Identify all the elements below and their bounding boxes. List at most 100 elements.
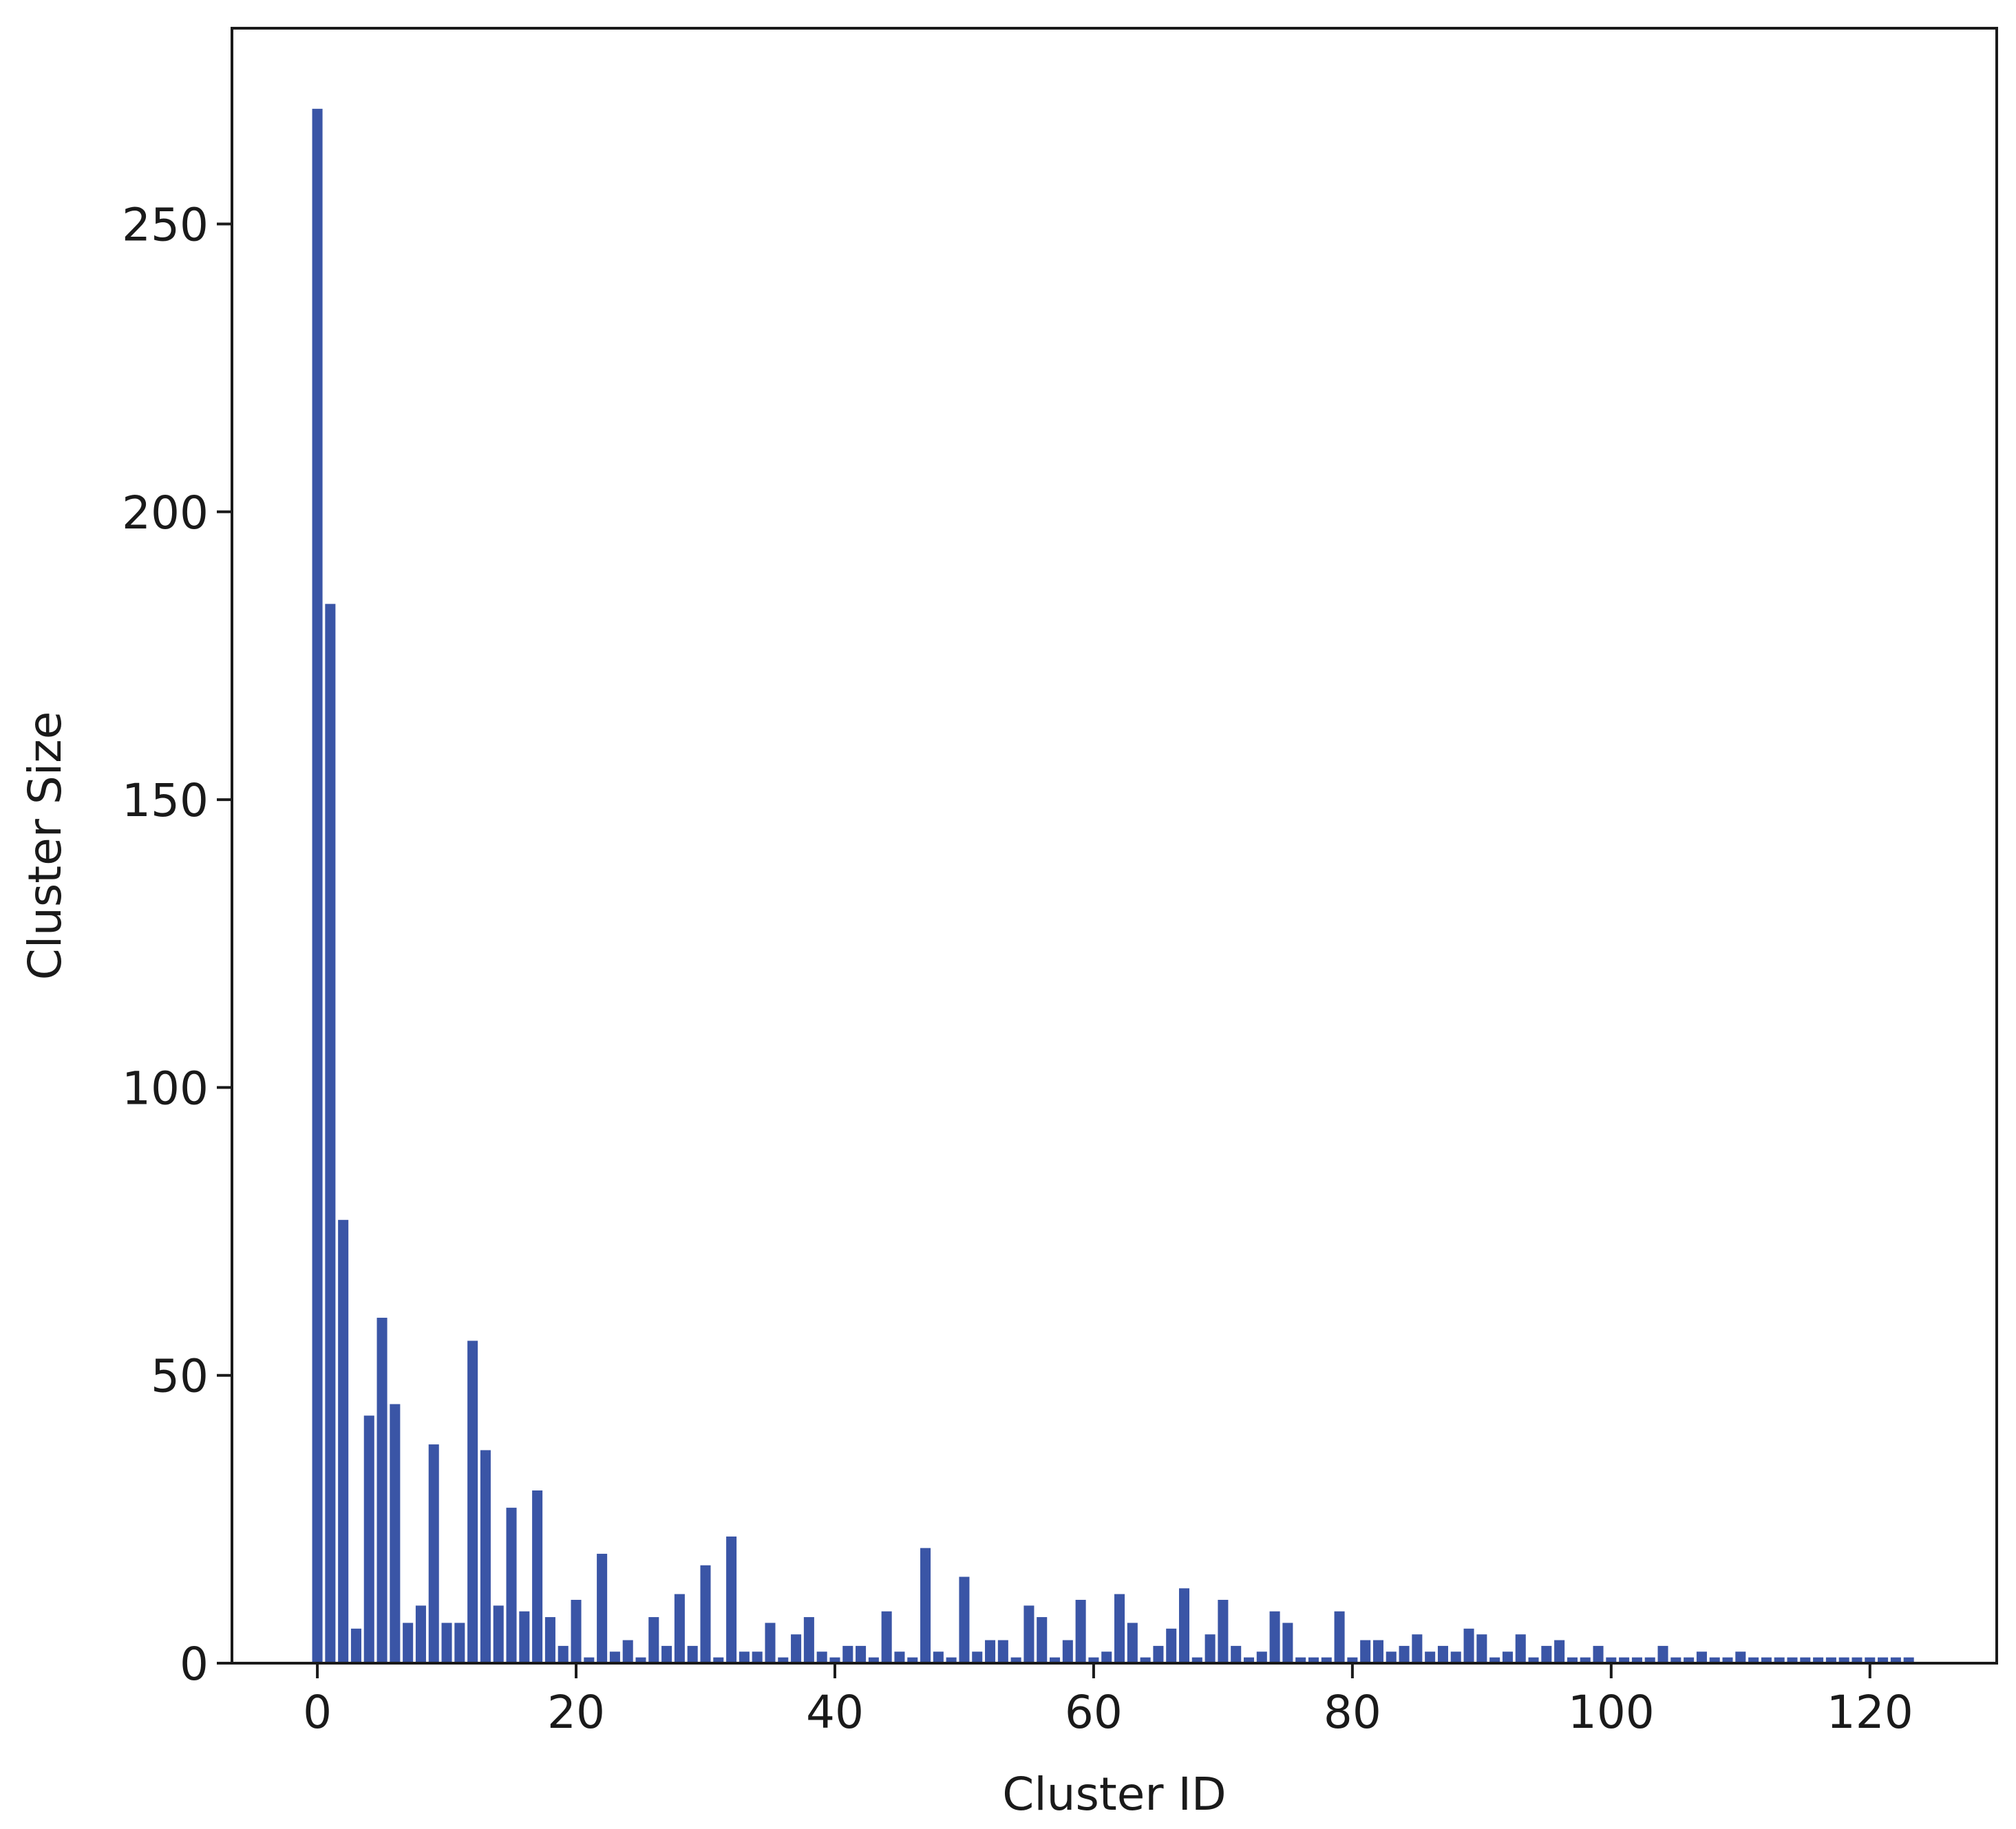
bar	[648, 1617, 659, 1663]
y-tick-label: 0	[180, 1638, 209, 1691]
bar	[390, 1404, 401, 1663]
bar	[856, 1645, 867, 1663]
bar	[1205, 1634, 1216, 1663]
bar	[1541, 1645, 1552, 1663]
bar	[1191, 1657, 1202, 1663]
bar	[868, 1657, 879, 1663]
bar	[700, 1565, 711, 1663]
bar	[532, 1490, 543, 1663]
bar	[713, 1657, 724, 1663]
bar	[1696, 1651, 1707, 1663]
bar	[493, 1605, 504, 1663]
bar	[1554, 1640, 1565, 1663]
x-tick-label: 60	[1065, 1686, 1123, 1739]
bar	[1489, 1657, 1500, 1663]
bar	[1412, 1634, 1423, 1663]
bar	[325, 603, 336, 1664]
bar	[1722, 1657, 1733, 1663]
bar	[312, 109, 323, 1664]
bar	[1010, 1657, 1021, 1663]
bar	[972, 1651, 983, 1663]
bar	[415, 1605, 426, 1663]
bar	[519, 1611, 530, 1663]
bar	[1425, 1651, 1436, 1663]
bar	[907, 1657, 918, 1663]
bar	[1761, 1657, 1772, 1663]
bar	[1450, 1651, 1461, 1663]
bar	[571, 1599, 582, 1663]
bar	[1709, 1657, 1720, 1663]
x-tick-label: 0	[303, 1686, 332, 1739]
bar	[1023, 1605, 1034, 1663]
bar	[635, 1657, 646, 1663]
y-tick-label: 50	[151, 1350, 209, 1403]
bar	[558, 1645, 569, 1663]
bar	[1218, 1599, 1229, 1663]
bar	[454, 1623, 465, 1663]
x-tick-label: 120	[1827, 1686, 1913, 1739]
bar	[622, 1640, 633, 1663]
bar	[1631, 1657, 1642, 1663]
bar	[946, 1657, 957, 1663]
bar	[997, 1640, 1008, 1663]
bar	[816, 1651, 827, 1663]
bar	[1476, 1634, 1487, 1663]
bar	[829, 1657, 840, 1663]
bar	[1334, 1611, 1345, 1663]
bar	[1865, 1657, 1876, 1663]
bar	[597, 1554, 608, 1663]
bar	[1101, 1651, 1112, 1663]
x-axis-label: Cluster ID	[1002, 1768, 1227, 1821]
bar	[842, 1645, 853, 1663]
bar	[1684, 1657, 1695, 1663]
bar	[1347, 1657, 1358, 1663]
bar	[338, 1219, 349, 1663]
bar	[1593, 1645, 1604, 1663]
y-tick-label: 200	[122, 486, 209, 539]
x-tick-label: 20	[547, 1686, 605, 1739]
bar	[1851, 1657, 1863, 1663]
bar	[1308, 1657, 1319, 1663]
bar	[1619, 1657, 1630, 1663]
bar	[1878, 1657, 1889, 1663]
bar	[1735, 1651, 1746, 1663]
bar	[765, 1623, 776, 1663]
bar	[1644, 1657, 1655, 1663]
x-tick-label: 100	[1568, 1686, 1655, 1739]
bar	[1256, 1651, 1267, 1663]
bar	[1088, 1657, 1099, 1663]
bar	[1231, 1645, 1242, 1663]
bar	[1903, 1657, 1914, 1663]
bar	[1295, 1657, 1306, 1663]
bar	[584, 1657, 595, 1663]
bar	[959, 1576, 970, 1663]
bar	[1502, 1651, 1513, 1663]
bar	[881, 1611, 892, 1663]
bar	[933, 1651, 944, 1663]
bar	[1062, 1640, 1073, 1663]
bar	[920, 1548, 931, 1663]
plot-frame	[231, 27, 1998, 1665]
bar	[1774, 1657, 1785, 1663]
bar	[1838, 1657, 1849, 1663]
bar	[428, 1444, 439, 1663]
bar	[985, 1640, 996, 1663]
bar	[1787, 1657, 1798, 1663]
y-tick-label: 150	[122, 774, 209, 827]
bar	[752, 1651, 763, 1663]
bar	[1386, 1651, 1397, 1663]
bar	[480, 1450, 491, 1663]
bar	[674, 1594, 685, 1663]
bar	[791, 1634, 802, 1663]
bar	[726, 1536, 737, 1663]
bar	[687, 1645, 698, 1663]
bar	[1528, 1657, 1539, 1663]
bar	[1825, 1657, 1836, 1663]
bar	[1670, 1657, 1681, 1663]
bar	[661, 1645, 672, 1663]
bar	[403, 1623, 414, 1663]
bar	[1140, 1657, 1151, 1663]
bar	[1075, 1599, 1086, 1663]
bar	[1243, 1657, 1255, 1663]
